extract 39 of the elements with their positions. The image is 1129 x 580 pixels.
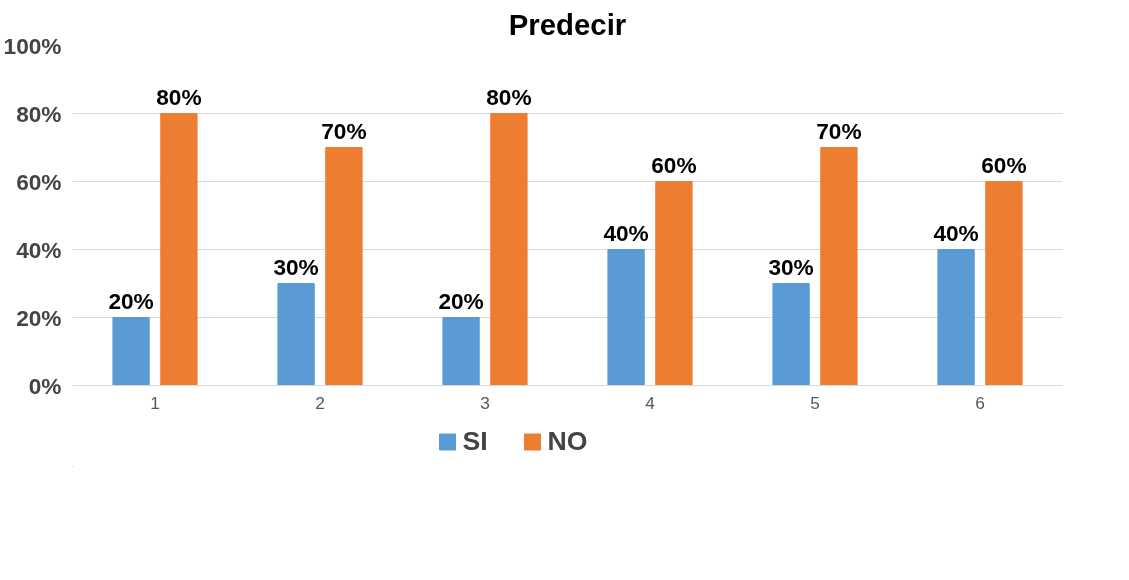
y-tick-label: 80% <box>16 100 62 127</box>
data-label: 40% <box>933 219 979 246</box>
data-label: 80% <box>486 83 532 110</box>
data-label: 20% <box>108 287 154 314</box>
bar <box>772 283 810 386</box>
bar <box>607 249 645 386</box>
data-label: 60% <box>981 151 1027 178</box>
x-tick-label: 2 <box>315 392 325 413</box>
data-label: 70% <box>816 117 862 144</box>
data-label: 80% <box>156 83 202 110</box>
bar <box>985 181 1023 386</box>
data-label: 30% <box>273 253 319 280</box>
y-tick-label: 40% <box>16 236 62 263</box>
x-tick-label: 5 <box>810 392 820 413</box>
chart-title: Predecir <box>508 7 627 41</box>
bar <box>277 283 315 386</box>
data-label: 70% <box>321 117 367 144</box>
bar <box>160 113 198 386</box>
legend-label: SI <box>462 425 489 457</box>
data-label: 40% <box>603 219 649 246</box>
bar <box>655 181 693 386</box>
x-tick-label: 4 <box>645 392 656 413</box>
bar <box>325 147 363 386</box>
data-label: 30% <box>768 253 814 280</box>
bar <box>442 317 480 386</box>
x-tick-label: 6 <box>975 392 985 413</box>
y-tick-label: 20% <box>16 304 62 331</box>
bar <box>937 249 975 386</box>
x-tick-label: 3 <box>480 392 490 413</box>
y-tick-label: 100% <box>3 32 62 59</box>
y-tick-label: 60% <box>16 168 62 195</box>
data-label: 60% <box>651 151 697 178</box>
data-label: 20% <box>438 287 484 314</box>
bar <box>490 113 528 386</box>
y-tick-label: 0% <box>28 372 62 399</box>
legend-label: NO <box>547 425 588 457</box>
x-tick-label: 1 <box>150 392 160 413</box>
bar <box>820 147 858 386</box>
bar <box>112 317 150 386</box>
